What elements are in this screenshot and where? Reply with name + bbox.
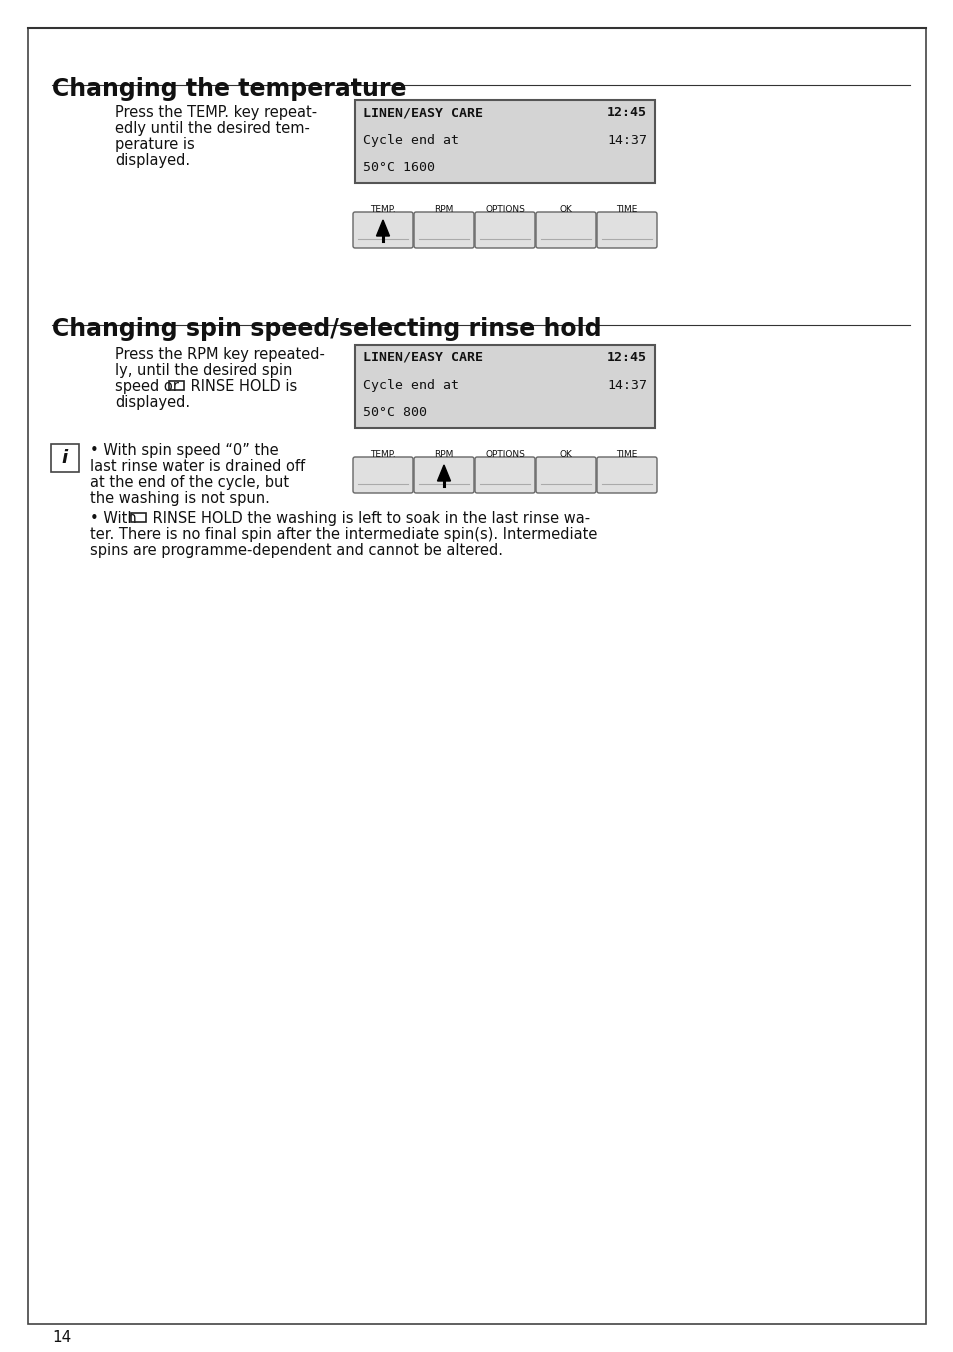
Text: 14:37: 14:37 <box>606 134 646 146</box>
FancyBboxPatch shape <box>597 457 657 493</box>
FancyBboxPatch shape <box>536 457 596 493</box>
Text: • With: • With <box>90 511 141 526</box>
Text: OPTIONS: OPTIONS <box>484 450 524 460</box>
FancyBboxPatch shape <box>475 457 535 493</box>
Text: edly until the desired tem-: edly until the desired tem- <box>115 120 310 137</box>
Text: speed or: speed or <box>115 379 183 393</box>
Bar <box>169 381 183 389</box>
Text: 50°C 800: 50°C 800 <box>363 407 427 419</box>
Text: perature is: perature is <box>115 137 194 151</box>
Text: Changing the temperature: Changing the temperature <box>52 77 406 101</box>
Text: LINEN/EASY CARE: LINEN/EASY CARE <box>363 352 482 364</box>
Text: TIME: TIME <box>616 206 637 215</box>
Text: • With spin speed “0” the: • With spin speed “0” the <box>90 443 278 458</box>
Text: OK: OK <box>559 450 572 460</box>
Text: TIME: TIME <box>616 450 637 460</box>
Text: OK: OK <box>559 206 572 215</box>
Text: RPM: RPM <box>434 206 454 215</box>
FancyBboxPatch shape <box>51 443 79 472</box>
Text: RINSE HOLD is: RINSE HOLD is <box>186 379 297 393</box>
Text: last rinse water is drained off: last rinse water is drained off <box>90 458 305 475</box>
FancyBboxPatch shape <box>475 212 535 247</box>
Text: Press the RPM key repeated-: Press the RPM key repeated- <box>115 347 325 362</box>
Bar <box>355 345 655 429</box>
Bar <box>355 100 655 183</box>
Text: 12:45: 12:45 <box>606 105 646 119</box>
FancyBboxPatch shape <box>353 212 413 247</box>
Text: Cycle end at: Cycle end at <box>363 134 458 146</box>
Text: displayed.: displayed. <box>115 153 190 168</box>
Text: RINSE HOLD the washing is left to soak in the last rinse wa-: RINSE HOLD the washing is left to soak i… <box>148 511 590 526</box>
FancyBboxPatch shape <box>536 212 596 247</box>
Text: ter. There is no final spin after the intermediate spin(s). Intermediate: ter. There is no final spin after the in… <box>90 527 597 542</box>
Polygon shape <box>376 220 389 237</box>
FancyBboxPatch shape <box>414 212 474 247</box>
Text: Press the TEMP. key repeat-: Press the TEMP. key repeat- <box>115 105 316 120</box>
Text: LINEN/EASY CARE: LINEN/EASY CARE <box>363 105 482 119</box>
Text: Cycle end at: Cycle end at <box>363 379 458 392</box>
Text: spins are programme-dependent and cannot be altered.: spins are programme-dependent and cannot… <box>90 544 502 558</box>
FancyBboxPatch shape <box>597 212 657 247</box>
Text: 14: 14 <box>52 1330 71 1345</box>
Text: at the end of the cycle, but: at the end of the cycle, but <box>90 475 289 489</box>
Text: RPM: RPM <box>434 450 454 460</box>
Polygon shape <box>437 465 450 481</box>
Text: TEMP.: TEMP. <box>370 206 395 215</box>
Text: TEMP.: TEMP. <box>370 450 395 460</box>
Text: 14:37: 14:37 <box>606 379 646 392</box>
Text: Changing spin speed/selecting rinse hold: Changing spin speed/selecting rinse hold <box>52 316 601 341</box>
Text: OPTIONS: OPTIONS <box>484 206 524 215</box>
Text: 12:45: 12:45 <box>606 352 646 364</box>
Text: displayed.: displayed. <box>115 395 190 410</box>
Bar <box>131 512 146 522</box>
Text: 50°C 1600: 50°C 1600 <box>363 161 435 174</box>
Text: i: i <box>62 449 68 466</box>
Text: ly, until the desired spin: ly, until the desired spin <box>115 362 292 379</box>
FancyBboxPatch shape <box>414 457 474 493</box>
FancyBboxPatch shape <box>353 457 413 493</box>
Text: the washing is not spun.: the washing is not spun. <box>90 491 270 506</box>
